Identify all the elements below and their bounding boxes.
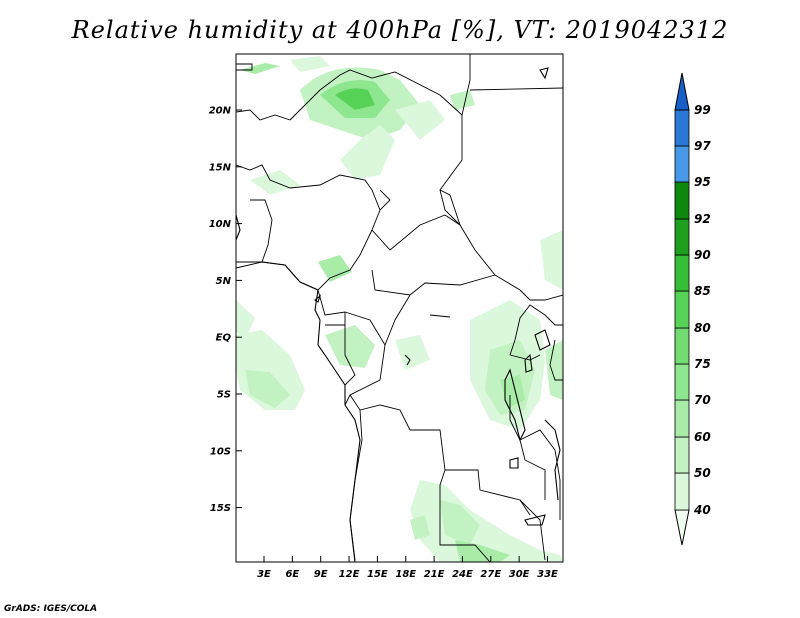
colorbar-segment: [674, 509, 690, 546]
colorbar-segment: [674, 436, 690, 474]
lon-tick-label: 21E: [424, 569, 445, 580]
lon-tick-label: 9E: [314, 569, 328, 580]
credit-label: GrADS: IGES/COLA: [4, 604, 98, 614]
lat-tick-label: 10N: [209, 219, 232, 230]
lon-tick-label: 6E: [285, 569, 299, 580]
colorbar: 40 50 60 70 75 80 85 90 92 95 97 99: [674, 72, 711, 546]
lat-tick-label: 15N: [209, 162, 232, 173]
colorbar-label: 90: [694, 248, 711, 262]
humidity-shading: [236, 56, 563, 562]
colorbar-label: 70: [694, 393, 711, 407]
colorbar-segment: [674, 399, 690, 438]
lat-tick-label: 20N: [209, 106, 232, 117]
colorbar-segment: [674, 363, 690, 401]
lon-tick-label: 18E: [395, 569, 416, 580]
colorbar-segment: [674, 72, 690, 111]
colorbar-label: 92: [694, 212, 711, 226]
map-frame: [235, 53, 564, 563]
colorbar-label: 85: [694, 284, 711, 298]
lon-tick-label: 33E: [537, 569, 558, 580]
colorbar-segment: [674, 109, 690, 147]
longitude-axis: 3E 6E 9E 12E 15E 18E 21E 24E 27E 30E 33E: [257, 556, 558, 580]
lon-tick-label: 30E: [509, 569, 530, 580]
lat-tick-label: EQ: [216, 333, 232, 344]
colorbar-segment: [674, 218, 690, 256]
map-title: Relative humidity at 400hPa [%], VT: 201…: [71, 16, 729, 44]
colorbar-segment: [674, 145, 690, 183]
colorbar-label: 95: [694, 175, 711, 189]
colorbar-label: 40: [693, 503, 711, 517]
colorbar-segment: [674, 327, 690, 365]
colorbar-label: 97: [694, 139, 711, 153]
latitude-axis: 20N 15N 10N 5N EQ 5S 10S 15S: [209, 106, 242, 514]
colorbar-segment: [674, 290, 690, 329]
lon-tick-label: 12E: [339, 569, 360, 580]
lat-tick-label: 10S: [210, 446, 231, 457]
colorbar-label: 60: [694, 430, 711, 444]
lon-tick-label: 27E: [480, 569, 501, 580]
colorbar-segment: [674, 472, 690, 511]
colorbar-segment: [674, 181, 690, 220]
lon-tick-label: 3E: [257, 569, 271, 580]
colorbar-label: 99: [694, 103, 711, 117]
lat-tick-label: 5S: [217, 390, 231, 401]
lon-tick-label: 24E: [452, 569, 473, 580]
coastlines: [236, 67, 561, 562]
colorbar-label: 80: [694, 321, 711, 335]
colorbar-label: 75: [694, 357, 711, 371]
colorbar-label: 50: [694, 466, 711, 480]
lat-tick-label: 5N: [216, 276, 232, 287]
colorbar-segment: [674, 254, 690, 292]
lat-tick-label: 15S: [210, 503, 231, 514]
lon-tick-label: 15E: [367, 569, 388, 580]
